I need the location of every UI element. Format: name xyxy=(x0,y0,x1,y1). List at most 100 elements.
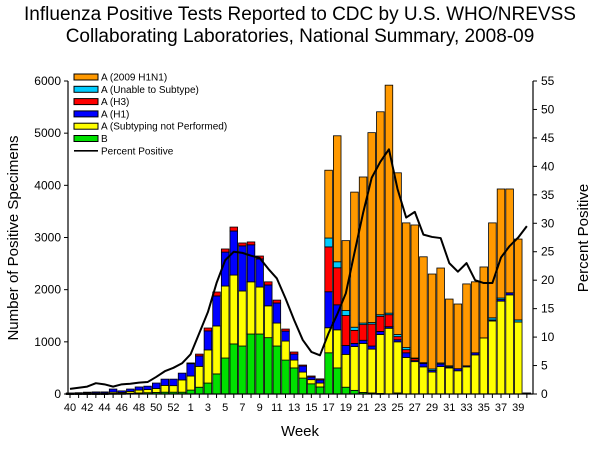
legend: A (2009 H1N1)A (Unable to Subtype)A (H3)… xyxy=(73,73,227,157)
y2-tick-label: 10 xyxy=(541,330,555,344)
legend-swatch xyxy=(73,73,99,81)
bar-stack xyxy=(427,273,437,395)
x-tick-label: 42 xyxy=(81,402,93,414)
bar-segment xyxy=(272,345,282,395)
x-tick-label: 7 xyxy=(239,402,245,414)
bar-segment xyxy=(333,135,342,263)
bar-segment xyxy=(350,326,359,331)
y2-tick-label: 40 xyxy=(541,159,555,173)
x-tick-label: 50 xyxy=(150,402,162,414)
bar-stack xyxy=(186,362,195,395)
bar-segment xyxy=(281,330,290,342)
bar-segment xyxy=(496,300,506,395)
x-tick-label: 11 xyxy=(271,402,282,414)
y-tick-label: 3000 xyxy=(34,231,61,245)
bar-stack xyxy=(393,172,402,395)
bar-segment xyxy=(401,352,411,358)
bar-segment xyxy=(384,84,394,314)
bar-segment xyxy=(324,237,333,248)
bar-segment xyxy=(479,266,488,339)
bar-stack xyxy=(462,283,471,395)
bar-segment xyxy=(496,188,506,299)
bar-segment xyxy=(229,274,238,345)
y-axis-title: Number of Positive Specimens xyxy=(5,135,22,340)
y-tick-label: 4000 xyxy=(34,178,61,192)
bar-segment xyxy=(367,132,376,323)
bar-stack xyxy=(367,132,376,395)
y2-tick-label: 30 xyxy=(541,216,555,230)
chart-title-line-1: Influenza Positive Tests Reported to CDC… xyxy=(24,4,576,25)
bar-segment xyxy=(186,362,195,365)
legend-item: A (Subtyping not Performed) xyxy=(73,122,227,133)
bar-segment xyxy=(315,386,325,395)
bar-segment xyxy=(246,241,256,246)
bar-segment xyxy=(307,383,316,395)
bar-segment xyxy=(238,345,247,395)
y-tick-label: 2000 xyxy=(34,283,61,297)
bar-stack xyxy=(358,176,368,395)
bar-segment xyxy=(143,389,152,394)
legend-item: A (Unable to Subtype) xyxy=(73,85,199,96)
bar-segment xyxy=(358,339,368,344)
x-tick-label: 13 xyxy=(288,402,300,414)
bar-stack xyxy=(496,188,506,395)
bar-segment xyxy=(307,375,316,378)
bar-segment xyxy=(134,389,144,394)
bar-stack xyxy=(384,84,394,395)
bar-segment xyxy=(333,329,342,369)
bar-stack xyxy=(203,327,213,395)
bar-segment xyxy=(453,370,463,395)
bar-segment xyxy=(324,352,333,395)
bar-stack xyxy=(212,291,221,395)
legend-item: Percent Positive xyxy=(74,146,174,157)
legend-item: A (H3) xyxy=(73,97,129,108)
percent-positive-line-layer xyxy=(69,148,528,390)
bar-segment xyxy=(384,327,394,395)
bar-segment xyxy=(177,379,187,393)
x-tick-label: 25 xyxy=(391,402,403,414)
chart-title-line-2: Collaborating Laboratories, National Sum… xyxy=(65,26,535,47)
bar-stack xyxy=(479,266,488,395)
bar-segment xyxy=(315,379,325,384)
bar-stack xyxy=(169,378,178,395)
x-tick-label: 19 xyxy=(340,402,352,414)
y2-tick-label: 35 xyxy=(541,188,555,202)
legend-item: A (2009 H1N1) xyxy=(73,73,167,84)
legend-label: Percent Positive xyxy=(101,146,174,157)
bar-segment xyxy=(255,333,264,395)
x-tick-label: 1 xyxy=(188,402,194,414)
bar-segment xyxy=(307,379,316,385)
bar-segment xyxy=(436,366,445,395)
bar-stack xyxy=(126,388,135,395)
x-tick-label: 31 xyxy=(443,402,455,414)
bar-stack xyxy=(341,240,351,395)
bar-segment xyxy=(333,367,342,395)
y2-tick-label: 5 xyxy=(541,359,548,373)
bar-segment xyxy=(203,327,213,332)
bar-layer xyxy=(65,84,532,395)
bar-segment xyxy=(126,388,135,392)
x-tick-label: 5 xyxy=(222,402,228,414)
bar-segment xyxy=(341,310,351,316)
y2-tick-label: 0 xyxy=(541,387,548,401)
bar-segment xyxy=(272,299,282,304)
legend-swatch xyxy=(73,122,99,130)
bar-segment xyxy=(281,340,290,361)
bar-stack xyxy=(281,328,290,395)
bar-stack xyxy=(376,111,385,395)
bar-segment xyxy=(203,330,213,351)
bar-segment xyxy=(315,382,325,388)
y-tick-label: 0 xyxy=(54,387,61,401)
legend-swatch xyxy=(73,98,99,106)
bar-segment xyxy=(246,244,256,283)
bar-segment xyxy=(419,256,428,364)
bar-segment xyxy=(289,351,299,355)
x-tick-label: 44 xyxy=(98,402,110,414)
percent-positive-line xyxy=(69,148,528,390)
bar-segment xyxy=(393,172,402,335)
bar-segment xyxy=(177,372,187,381)
bar-segment xyxy=(220,285,230,359)
bar-stack xyxy=(445,298,454,395)
bar-segment xyxy=(264,281,273,286)
bar-stack xyxy=(307,375,316,395)
